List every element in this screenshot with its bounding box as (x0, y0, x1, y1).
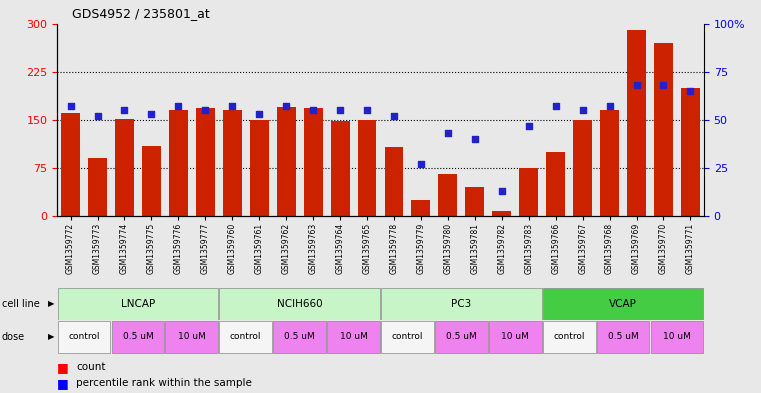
Text: dose: dose (2, 332, 24, 342)
Point (388, 113, 400, 119)
Point (577, 107, 589, 114)
Text: ▶: ▶ (48, 299, 55, 308)
Bar (546, 152, 565, 216)
Text: ■: ■ (57, 361, 68, 374)
Bar (492, 211, 511, 216)
Bar (58, 288, 218, 320)
Bar (273, 321, 326, 353)
Text: 10 uM: 10 uM (339, 332, 368, 342)
Point (91, 113, 103, 119)
Bar (277, 107, 295, 216)
Bar (142, 145, 161, 216)
Text: 10 uM: 10 uM (501, 332, 529, 342)
Bar (435, 321, 488, 353)
Bar (165, 321, 218, 353)
Text: NCIH660: NCIH660 (277, 299, 323, 309)
Point (199, 107, 212, 114)
Bar (681, 88, 700, 216)
Text: PC3: PC3 (451, 299, 472, 309)
Bar (58, 321, 110, 353)
Point (307, 107, 319, 114)
Text: cell line: cell line (2, 299, 40, 309)
Bar (489, 321, 542, 353)
Bar (219, 321, 272, 353)
Text: control: control (68, 332, 100, 342)
Text: 0.5 uM: 0.5 uM (446, 332, 476, 342)
Text: control: control (230, 332, 262, 342)
Bar (330, 121, 349, 216)
Bar (573, 120, 592, 216)
Bar (196, 108, 215, 216)
Bar (543, 321, 596, 353)
Point (523, 123, 535, 129)
Bar (381, 321, 434, 353)
Bar (438, 174, 457, 216)
Point (549, 103, 562, 110)
Point (684, 88, 696, 94)
Bar (412, 200, 431, 216)
Bar (88, 158, 107, 216)
Text: control: control (392, 332, 423, 342)
Bar (112, 321, 164, 353)
Text: GDS4952 / 235801_at: GDS4952 / 235801_at (72, 7, 210, 20)
Bar (466, 187, 484, 216)
Text: 0.5 uM: 0.5 uM (123, 332, 153, 342)
Bar (169, 110, 188, 216)
Bar (651, 321, 703, 353)
Bar (358, 120, 377, 216)
Bar (597, 321, 649, 353)
Text: 10 uM: 10 uM (178, 332, 205, 342)
Point (630, 82, 642, 88)
Text: LNCAP: LNCAP (121, 299, 155, 309)
Text: ■: ■ (57, 376, 68, 390)
Text: count: count (76, 362, 106, 373)
Point (361, 107, 373, 114)
Text: percentile rank within the sample: percentile rank within the sample (76, 378, 252, 388)
Bar (61, 114, 80, 216)
Bar (250, 120, 269, 216)
Point (253, 111, 266, 117)
Point (603, 103, 616, 110)
Point (469, 136, 481, 142)
Text: ▶: ▶ (48, 332, 55, 342)
Point (658, 82, 670, 88)
Point (334, 107, 346, 114)
Bar (519, 168, 538, 216)
Bar (654, 43, 673, 216)
Text: control: control (553, 332, 585, 342)
Bar (327, 321, 380, 353)
Bar (600, 110, 619, 216)
Text: 10 uM: 10 uM (663, 332, 691, 342)
Point (119, 107, 131, 114)
Text: 0.5 uM: 0.5 uM (608, 332, 638, 342)
Bar (381, 288, 542, 320)
Point (415, 161, 427, 167)
Point (280, 103, 292, 110)
Bar (304, 108, 323, 216)
Point (495, 188, 508, 194)
Bar (543, 288, 703, 320)
Point (442, 130, 454, 136)
Bar (219, 288, 380, 320)
Bar (384, 147, 403, 216)
Bar (115, 119, 134, 216)
Point (172, 103, 184, 110)
Text: 0.5 uM: 0.5 uM (285, 332, 315, 342)
Point (65, 103, 77, 110)
Bar (223, 110, 242, 216)
Bar (627, 30, 646, 216)
Point (145, 111, 158, 117)
Text: VCAP: VCAP (609, 299, 637, 309)
Point (226, 103, 238, 110)
